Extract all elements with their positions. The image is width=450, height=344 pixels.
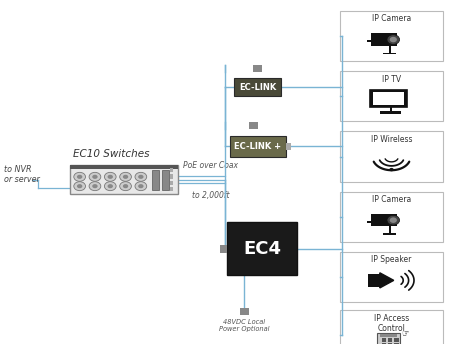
Text: IP TV: IP TV bbox=[382, 75, 401, 84]
FancyBboxPatch shape bbox=[230, 136, 286, 157]
Text: IP Camera: IP Camera bbox=[372, 14, 411, 23]
Circle shape bbox=[389, 168, 394, 171]
Circle shape bbox=[123, 184, 128, 188]
FancyBboxPatch shape bbox=[388, 338, 392, 342]
Circle shape bbox=[92, 175, 98, 179]
Circle shape bbox=[138, 175, 144, 179]
Circle shape bbox=[74, 172, 86, 181]
FancyBboxPatch shape bbox=[248, 122, 257, 129]
FancyBboxPatch shape bbox=[390, 107, 392, 112]
Circle shape bbox=[108, 175, 113, 179]
FancyBboxPatch shape bbox=[367, 221, 373, 223]
Text: IP Speaker: IP Speaker bbox=[371, 255, 412, 264]
Circle shape bbox=[74, 182, 86, 191]
Circle shape bbox=[387, 215, 400, 225]
Circle shape bbox=[104, 172, 116, 181]
FancyBboxPatch shape bbox=[367, 40, 373, 42]
FancyBboxPatch shape bbox=[370, 90, 407, 107]
Circle shape bbox=[135, 172, 147, 181]
Text: IP Camera: IP Camera bbox=[372, 195, 411, 204]
FancyBboxPatch shape bbox=[170, 181, 173, 185]
Circle shape bbox=[138, 184, 144, 188]
Circle shape bbox=[89, 182, 101, 191]
Circle shape bbox=[77, 175, 82, 179]
Text: IP Access
Control: IP Access Control bbox=[374, 314, 409, 333]
FancyBboxPatch shape bbox=[382, 338, 386, 342]
FancyBboxPatch shape bbox=[371, 33, 397, 46]
Text: PoE over Coax: PoE over Coax bbox=[183, 161, 238, 170]
Text: EC10 Switches: EC10 Switches bbox=[72, 149, 149, 159]
Circle shape bbox=[390, 37, 397, 42]
Text: EC-LINK +: EC-LINK + bbox=[234, 142, 281, 151]
FancyBboxPatch shape bbox=[340, 71, 443, 121]
Text: EC-LINK: EC-LINK bbox=[239, 83, 276, 92]
FancyBboxPatch shape bbox=[239, 308, 248, 315]
FancyBboxPatch shape bbox=[340, 131, 443, 182]
Circle shape bbox=[89, 172, 101, 181]
FancyBboxPatch shape bbox=[340, 192, 443, 242]
Text: IP Wireless: IP Wireless bbox=[371, 135, 412, 144]
FancyBboxPatch shape bbox=[70, 165, 178, 169]
FancyBboxPatch shape bbox=[220, 245, 227, 252]
Circle shape bbox=[123, 175, 128, 179]
Circle shape bbox=[77, 184, 82, 188]
FancyBboxPatch shape bbox=[170, 187, 173, 191]
FancyBboxPatch shape bbox=[340, 310, 443, 344]
FancyBboxPatch shape bbox=[394, 343, 399, 344]
Circle shape bbox=[135, 182, 147, 191]
FancyBboxPatch shape bbox=[382, 343, 386, 344]
FancyBboxPatch shape bbox=[152, 170, 159, 190]
FancyBboxPatch shape bbox=[373, 92, 404, 105]
Polygon shape bbox=[380, 273, 394, 288]
FancyBboxPatch shape bbox=[382, 233, 396, 235]
FancyBboxPatch shape bbox=[253, 65, 262, 72]
Text: to 2,000ft: to 2,000ft bbox=[192, 191, 229, 200]
FancyBboxPatch shape bbox=[340, 11, 443, 61]
Circle shape bbox=[120, 182, 131, 191]
Text: ☞: ☞ bbox=[401, 329, 409, 338]
Circle shape bbox=[120, 172, 131, 181]
Circle shape bbox=[387, 35, 400, 44]
FancyBboxPatch shape bbox=[234, 78, 281, 96]
FancyBboxPatch shape bbox=[394, 338, 399, 342]
FancyBboxPatch shape bbox=[286, 143, 291, 150]
FancyBboxPatch shape bbox=[388, 343, 392, 344]
FancyBboxPatch shape bbox=[340, 252, 443, 302]
Circle shape bbox=[104, 182, 116, 191]
FancyBboxPatch shape bbox=[380, 111, 400, 114]
FancyBboxPatch shape bbox=[70, 165, 178, 194]
Circle shape bbox=[92, 184, 98, 188]
FancyBboxPatch shape bbox=[377, 333, 400, 344]
FancyBboxPatch shape bbox=[368, 274, 380, 287]
FancyBboxPatch shape bbox=[162, 170, 169, 190]
FancyBboxPatch shape bbox=[227, 222, 297, 275]
FancyBboxPatch shape bbox=[382, 53, 396, 54]
FancyBboxPatch shape bbox=[371, 214, 397, 226]
FancyBboxPatch shape bbox=[380, 334, 397, 337]
Circle shape bbox=[108, 184, 113, 188]
Circle shape bbox=[390, 217, 397, 223]
FancyBboxPatch shape bbox=[389, 45, 391, 53]
Text: EC4: EC4 bbox=[243, 239, 281, 258]
FancyBboxPatch shape bbox=[389, 226, 391, 234]
Text: 48VDC Local
Power Optional: 48VDC Local Power Optional bbox=[219, 319, 270, 332]
Text: to NVR
or server: to NVR or server bbox=[4, 165, 40, 184]
FancyBboxPatch shape bbox=[170, 174, 173, 179]
FancyBboxPatch shape bbox=[170, 168, 173, 172]
